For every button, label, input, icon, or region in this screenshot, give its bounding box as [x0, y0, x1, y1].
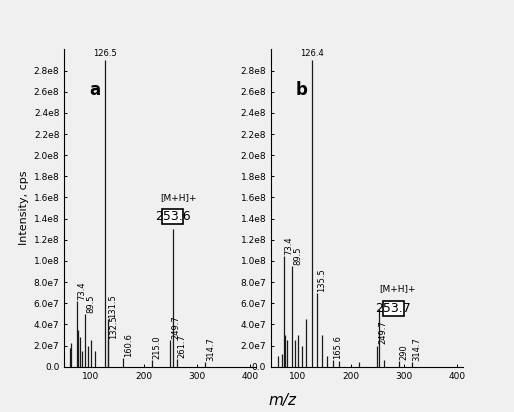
Text: 89.5: 89.5: [293, 247, 302, 265]
Text: 314.7: 314.7: [206, 337, 215, 361]
Text: 73.4: 73.4: [78, 281, 86, 300]
Text: 132.5: 132.5: [109, 316, 118, 339]
Text: 135.5: 135.5: [317, 268, 326, 292]
Text: 290: 290: [399, 344, 409, 360]
Text: 126.5: 126.5: [93, 49, 117, 58]
Text: 131.5: 131.5: [108, 294, 117, 318]
Text: 126.4: 126.4: [300, 49, 324, 58]
Y-axis label: Intensity, cps: Intensity, cps: [20, 171, 29, 245]
Text: 89.5: 89.5: [86, 294, 95, 313]
Text: 215.0: 215.0: [153, 336, 162, 359]
Text: 160.6: 160.6: [124, 333, 133, 357]
Text: 261.7: 261.7: [178, 335, 187, 358]
Text: 314.7: 314.7: [413, 337, 421, 361]
Text: m/z: m/z: [269, 393, 297, 408]
Text: 249.7: 249.7: [378, 321, 387, 344]
Text: a: a: [89, 81, 100, 99]
Text: b: b: [296, 81, 308, 99]
Text: [M+H]+: [M+H]+: [379, 283, 416, 293]
FancyBboxPatch shape: [162, 209, 182, 224]
Text: 73.4: 73.4: [284, 236, 293, 255]
Text: 165.6: 165.6: [334, 335, 342, 359]
Text: [M+H]+: [M+H]+: [160, 193, 197, 202]
Text: 249.7: 249.7: [171, 316, 180, 339]
FancyBboxPatch shape: [383, 301, 403, 316]
Text: 253.7: 253.7: [376, 302, 411, 315]
Text: 253.6: 253.6: [155, 210, 190, 223]
